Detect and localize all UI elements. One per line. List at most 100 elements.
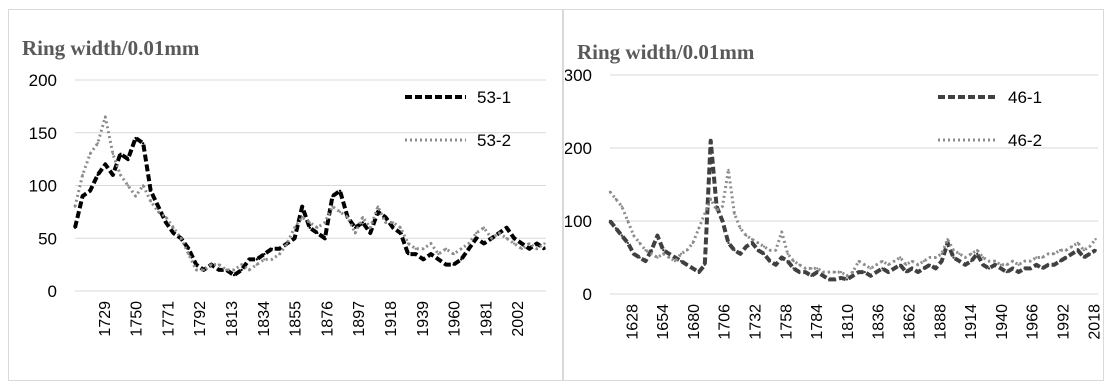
data-point-46-2 <box>898 256 902 259</box>
data-point-46-1 <box>739 252 742 256</box>
x-tick-label: 2018 <box>1086 304 1103 340</box>
data-point-46-2 <box>638 241 641 245</box>
data-point-53-1 <box>316 231 319 235</box>
data-point-46-2 <box>875 263 878 266</box>
x-tick-label: 1862 <box>901 304 918 340</box>
legend-label-53-2: 53-2 <box>477 131 511 150</box>
data-point-46-1 <box>928 263 932 266</box>
data-point-46-2 <box>946 238 949 241</box>
data-point-46-2 <box>697 227 701 230</box>
x-tick-label: 1706 <box>717 304 734 340</box>
data-point-53-2 <box>331 205 334 208</box>
data-point-46-2 <box>656 256 659 259</box>
data-point-46-1 <box>685 263 689 266</box>
data-point-53-2 <box>232 268 236 272</box>
data-point-46-1 <box>662 249 665 252</box>
data-point-53-1 <box>391 226 395 229</box>
legend-label-46-2: 46-2 <box>1008 131 1042 150</box>
data-point-46-1 <box>614 227 618 230</box>
data-point-53-2 <box>505 237 508 240</box>
data-point-46-2 <box>750 238 754 241</box>
data-point-53-2 <box>225 268 228 272</box>
data-point-53-2 <box>459 247 463 250</box>
data-point-46-2 <box>721 205 724 208</box>
data-point-46-2 <box>632 234 635 237</box>
data-point-53-1 <box>467 247 470 250</box>
data-point-46-2 <box>727 168 730 172</box>
data-point-46-2 <box>822 270 825 274</box>
y-tick-label: 200 <box>29 71 57 90</box>
data-point-46-1 <box>910 267 914 270</box>
data-point-53-2 <box>293 226 296 229</box>
data-point-46-1 <box>887 270 890 274</box>
data-point-46-2 <box>810 267 813 270</box>
data-point-53-2 <box>308 221 311 224</box>
data-point-53-1 <box>361 221 364 224</box>
data-point-46-2 <box>863 263 866 266</box>
data-point-53-2 <box>512 242 516 245</box>
data-point-53-2 <box>202 268 205 272</box>
x-tick-label: 1810 <box>840 304 857 340</box>
data-point-53-2 <box>164 215 168 219</box>
data-point-53-2 <box>285 242 289 245</box>
data-point-53-2 <box>406 242 410 245</box>
data-point-46-1 <box>762 252 766 256</box>
left-panel-border <box>8 9 563 381</box>
data-point-53-2 <box>73 205 77 208</box>
data-point-53-2 <box>353 231 357 235</box>
data-point-53-2 <box>391 221 395 224</box>
data-point-46-2 <box>804 267 807 270</box>
data-point-46-2 <box>620 205 624 208</box>
data-point-53-1 <box>444 263 448 266</box>
data-point-53-2 <box>172 226 175 229</box>
data-point-53-2 <box>475 231 478 235</box>
data-point-53-1 <box>376 210 380 214</box>
data-point-46-1 <box>697 270 701 274</box>
x-tick-label: 1628 <box>624 304 641 340</box>
data-point-46-1 <box>620 234 624 237</box>
data-point-53-1 <box>528 247 531 250</box>
chart-title: Ring width/0.01mm <box>22 36 200 60</box>
data-point-46-1 <box>756 249 760 252</box>
data-point-53-1 <box>452 263 455 266</box>
data-point-46-2 <box>626 219 629 223</box>
data-point-46-2 <box>958 252 961 256</box>
data-point-46-2 <box>934 256 937 259</box>
data-point-53-2 <box>240 263 243 266</box>
data-point-53-2 <box>422 247 425 250</box>
data-point-46-2 <box>673 259 677 263</box>
data-point-53-1 <box>134 136 137 140</box>
x-tick-label: 1729 <box>97 301 114 337</box>
data-point-53-1 <box>73 226 77 229</box>
data-point-46-2 <box>685 249 689 252</box>
data-point-46-2 <box>987 259 991 263</box>
data-point-46-1 <box>940 259 943 263</box>
data-point-53-2 <box>141 184 145 187</box>
x-tick-label: 1813 <box>224 301 241 337</box>
y-tick-label: 0 <box>48 282 57 301</box>
data-point-46-1 <box>964 263 967 266</box>
data-point-46-2 <box>1029 259 1032 263</box>
x-tick-label: 1897 <box>351 301 368 337</box>
data-point-46-2 <box>981 256 985 259</box>
data-point-46-2 <box>993 259 997 263</box>
data-point-46-1 <box>1070 252 1074 256</box>
data-point-46-2 <box>999 263 1003 266</box>
data-point-53-2 <box>497 231 501 235</box>
data-point-46-1 <box>893 267 896 270</box>
data-point-53-2 <box>437 252 440 256</box>
data-point-46-2 <box>662 252 665 256</box>
data-point-46-1 <box>644 259 647 263</box>
data-point-53-2 <box>528 242 531 245</box>
data-point-53-1 <box>300 205 304 208</box>
data-point-53-2 <box>361 215 364 219</box>
data-point-46-2 <box>952 249 955 252</box>
right-panel-border <box>563 9 1104 381</box>
x-tick-label: 1981 <box>478 301 495 337</box>
x-tick-label: 1654 <box>655 304 672 340</box>
legend-label-46-1: 46-1 <box>1008 88 1042 107</box>
data-point-53-1 <box>331 194 334 198</box>
data-point-53-1 <box>247 258 251 261</box>
data-point-46-1 <box>869 274 872 277</box>
data-point-53-2 <box>316 226 319 229</box>
